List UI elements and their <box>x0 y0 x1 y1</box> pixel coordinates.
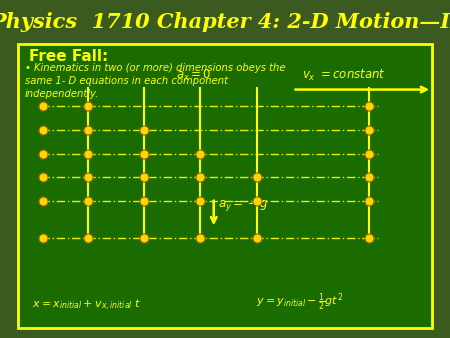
Text: Physics  1710 Chapter 4: 2-D Motion—II: Physics 1710 Chapter 4: 2-D Motion—II <box>0 12 450 32</box>
Text: $y = y_{initial} - \frac{1}{2}gt^{2}$: $y = y_{initial} - \frac{1}{2}gt^{2}$ <box>256 291 344 313</box>
Text: Free Fall:: Free Fall: <box>29 49 108 64</box>
FancyBboxPatch shape <box>18 44 432 328</box>
Text: $x = x_{initial} + v_{x,initial}\ t$: $x = x_{initial} + v_{x,initial}\ t$ <box>32 297 141 313</box>
Text: $a_y = -g$: $a_y = -g$ <box>218 198 269 213</box>
Text: • Kinematics in two (or more) dimensions obeys the
same 1- D equations in each c: • Kinematics in two (or more) dimensions… <box>25 63 285 99</box>
Text: $a_x = 0$: $a_x = 0$ <box>176 68 211 83</box>
Text: $v_x\ =constant$: $v_x\ =constant$ <box>302 68 385 83</box>
